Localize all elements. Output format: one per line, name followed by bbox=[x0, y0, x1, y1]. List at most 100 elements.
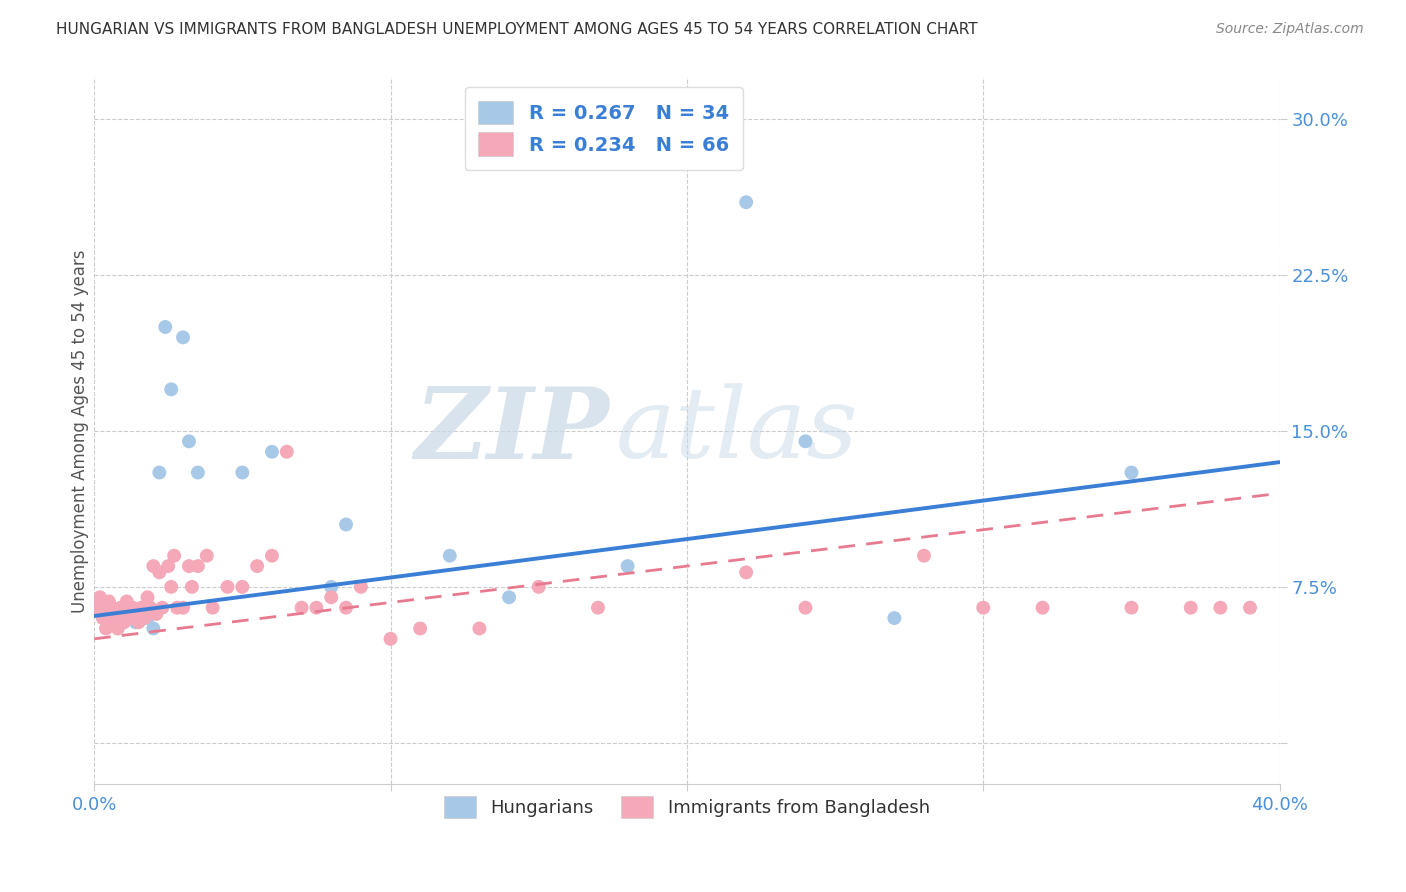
Text: HUNGARIAN VS IMMIGRANTS FROM BANGLADESH UNEMPLOYMENT AMONG AGES 45 TO 54 YEARS C: HUNGARIAN VS IMMIGRANTS FROM BANGLADESH … bbox=[56, 22, 977, 37]
Point bbox=[321, 580, 343, 594]
Point bbox=[1121, 600, 1143, 615]
Point bbox=[112, 615, 135, 630]
Point bbox=[231, 466, 253, 480]
Point bbox=[1121, 466, 1143, 480]
Point bbox=[91, 611, 114, 625]
Point bbox=[586, 600, 609, 615]
Point bbox=[86, 600, 108, 615]
Point bbox=[246, 559, 269, 574]
Point bbox=[97, 611, 120, 625]
Point bbox=[145, 607, 167, 621]
Point bbox=[1209, 600, 1232, 615]
Point bbox=[134, 611, 156, 625]
Point bbox=[260, 444, 283, 458]
Point bbox=[972, 600, 994, 615]
Text: atlas: atlas bbox=[616, 384, 859, 479]
Point bbox=[94, 622, 117, 636]
Point bbox=[131, 600, 153, 615]
Point bbox=[498, 591, 520, 605]
Point bbox=[136, 591, 159, 605]
Point bbox=[112, 615, 135, 630]
Point bbox=[139, 607, 162, 621]
Point bbox=[163, 549, 186, 563]
Point bbox=[150, 600, 173, 615]
Point bbox=[89, 591, 111, 605]
Point bbox=[107, 607, 129, 621]
Point bbox=[912, 549, 935, 563]
Point bbox=[1031, 600, 1053, 615]
Point bbox=[157, 559, 180, 574]
Point bbox=[124, 607, 146, 621]
Point bbox=[276, 444, 298, 458]
Point bbox=[794, 434, 817, 449]
Point bbox=[201, 600, 224, 615]
Point bbox=[883, 611, 905, 625]
Point bbox=[104, 605, 127, 619]
Point bbox=[110, 600, 132, 615]
Point bbox=[195, 549, 218, 563]
Point bbox=[409, 622, 432, 636]
Point bbox=[131, 605, 153, 619]
Point bbox=[1180, 600, 1202, 615]
Point bbox=[121, 611, 143, 625]
Point bbox=[115, 611, 138, 625]
Point bbox=[439, 549, 461, 563]
Point bbox=[335, 600, 357, 615]
Point bbox=[335, 517, 357, 532]
Point bbox=[148, 466, 170, 480]
Point bbox=[142, 559, 165, 574]
Point bbox=[121, 611, 143, 625]
Point bbox=[380, 632, 402, 646]
Point bbox=[260, 549, 283, 563]
Point bbox=[160, 580, 183, 594]
Point bbox=[97, 594, 120, 608]
Point bbox=[94, 607, 117, 621]
Point bbox=[134, 611, 156, 625]
Point bbox=[177, 434, 200, 449]
Y-axis label: Unemployment Among Ages 45 to 54 years: Unemployment Among Ages 45 to 54 years bbox=[72, 249, 89, 613]
Point bbox=[166, 600, 188, 615]
Point bbox=[291, 600, 314, 615]
Point bbox=[101, 615, 124, 630]
Point bbox=[136, 611, 159, 625]
Point bbox=[735, 566, 758, 580]
Point bbox=[91, 611, 114, 625]
Point bbox=[112, 607, 135, 621]
Point bbox=[148, 566, 170, 580]
Point bbox=[101, 600, 124, 615]
Point bbox=[104, 617, 127, 632]
Text: Source: ZipAtlas.com: Source: ZipAtlas.com bbox=[1216, 22, 1364, 37]
Point bbox=[321, 591, 343, 605]
Point bbox=[468, 622, 491, 636]
Text: ZIP: ZIP bbox=[415, 383, 610, 479]
Point bbox=[172, 330, 194, 344]
Point bbox=[1239, 600, 1261, 615]
Point bbox=[107, 622, 129, 636]
Point bbox=[124, 615, 146, 630]
Point bbox=[231, 580, 253, 594]
Point bbox=[110, 607, 132, 621]
Point bbox=[181, 580, 204, 594]
Point bbox=[128, 615, 150, 630]
Point bbox=[160, 382, 183, 396]
Point bbox=[142, 622, 165, 636]
Point bbox=[177, 559, 200, 574]
Legend: Hungarians, Immigrants from Bangladesh: Hungarians, Immigrants from Bangladesh bbox=[436, 789, 938, 825]
Point bbox=[350, 580, 373, 594]
Point bbox=[794, 600, 817, 615]
Point bbox=[128, 611, 150, 625]
Point bbox=[305, 600, 328, 615]
Point bbox=[110, 611, 132, 625]
Point bbox=[101, 615, 124, 630]
Point bbox=[616, 559, 638, 574]
Point bbox=[187, 559, 209, 574]
Point bbox=[107, 611, 129, 625]
Point bbox=[118, 607, 141, 621]
Point bbox=[115, 611, 138, 625]
Point bbox=[735, 195, 758, 210]
Point bbox=[527, 580, 550, 594]
Point bbox=[139, 600, 162, 615]
Point bbox=[118, 605, 141, 619]
Point bbox=[121, 600, 143, 615]
Point bbox=[97, 605, 120, 619]
